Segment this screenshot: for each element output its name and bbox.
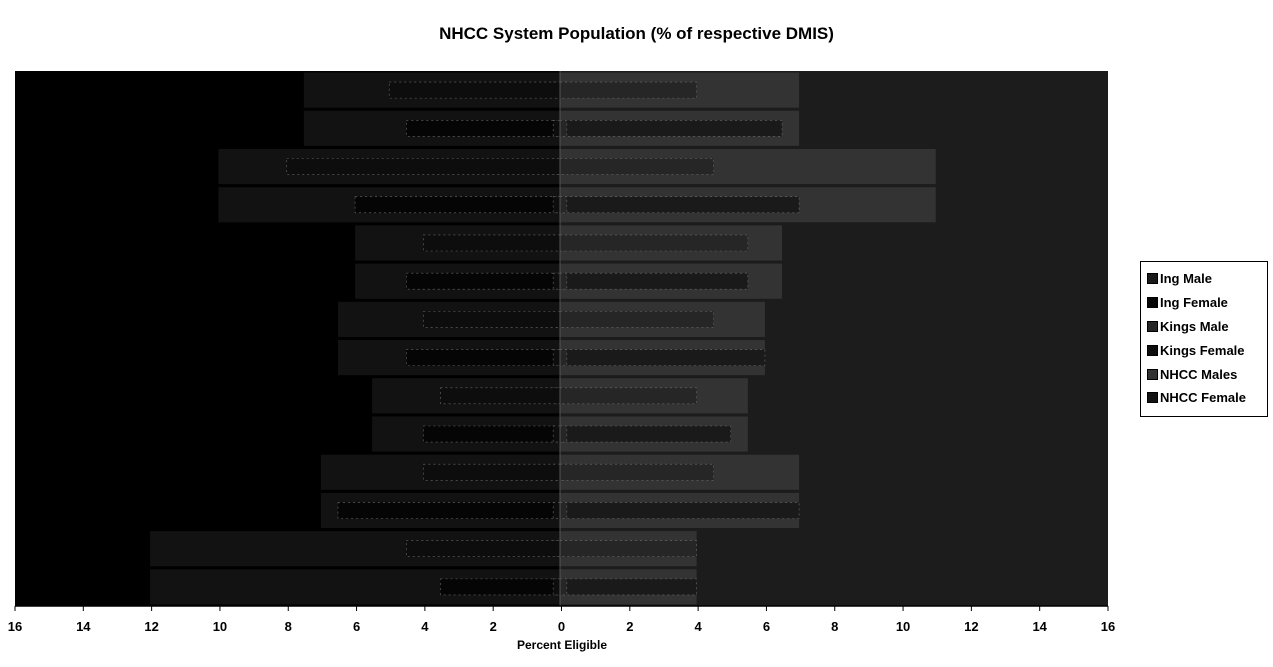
legend-label: NHCC Males bbox=[1160, 366, 1238, 382]
legend-item: Kings Female bbox=[1141, 338, 1267, 362]
x-tick-label: 16 bbox=[1101, 619, 1115, 634]
bar bbox=[559, 425, 732, 443]
bar bbox=[552, 272, 561, 290]
legend-swatch bbox=[1147, 344, 1158, 356]
bar bbox=[552, 578, 561, 596]
bar bbox=[559, 387, 697, 405]
bar bbox=[552, 119, 561, 137]
bar bbox=[559, 349, 568, 366]
x-tick-label: 12 bbox=[964, 619, 978, 634]
x-tick-label: 8 bbox=[831, 619, 838, 634]
bar bbox=[559, 425, 568, 443]
bar bbox=[286, 158, 561, 175]
legend-label: Kings Male bbox=[1160, 318, 1229, 334]
x-tick-label: 8 bbox=[285, 619, 292, 634]
bar bbox=[405, 272, 561, 290]
bar bbox=[559, 119, 568, 137]
legend-item: Ing Female bbox=[1141, 291, 1267, 315]
legend-label: NHCC Female bbox=[1160, 390, 1246, 406]
bar bbox=[559, 234, 749, 252]
legend: Ing Male Ing Female Kings Male Kings Fem… bbox=[1140, 261, 1268, 417]
legend-label: Kings Female bbox=[1160, 342, 1245, 358]
bar bbox=[423, 234, 561, 252]
legend-item: Kings Male bbox=[1141, 315, 1267, 339]
chart-title: NHCC System Population (% of respective … bbox=[439, 24, 834, 43]
legend-swatch bbox=[1147, 368, 1158, 380]
bar bbox=[423, 425, 561, 443]
x-tick-label: 2 bbox=[626, 619, 633, 634]
bar bbox=[405, 119, 561, 137]
x-tick-label: 6 bbox=[353, 619, 360, 634]
x-tick-label: 14 bbox=[76, 619, 91, 634]
bar bbox=[559, 311, 715, 328]
x-tick-label: 10 bbox=[213, 619, 227, 634]
bar bbox=[337, 502, 561, 519]
legend-label: Ing Male bbox=[1160, 271, 1213, 287]
legend-item: NHCC Female bbox=[1141, 386, 1267, 410]
bar bbox=[552, 196, 561, 214]
x-tick-label: 10 bbox=[896, 619, 910, 634]
bar bbox=[423, 311, 561, 328]
bar bbox=[559, 578, 697, 596]
x-tick-label: 14 bbox=[1032, 619, 1047, 634]
bar bbox=[559, 196, 800, 214]
x-tick-label: 6 bbox=[763, 619, 770, 634]
bar bbox=[388, 81, 561, 99]
bars-layer bbox=[150, 72, 936, 605]
legend-item: NHCC Males bbox=[1141, 362, 1267, 386]
legend-swatch bbox=[1147, 392, 1158, 404]
x-tick-label: 4 bbox=[695, 619, 703, 634]
bar bbox=[559, 578, 568, 596]
x-axis-label: Percent Eligible bbox=[516, 638, 608, 652]
bar bbox=[559, 196, 568, 214]
bar bbox=[559, 158, 715, 175]
legend-swatch bbox=[1147, 297, 1158, 309]
bar bbox=[559, 272, 749, 290]
bar bbox=[440, 578, 561, 596]
bar bbox=[559, 540, 697, 558]
legend-label: Ing Female bbox=[1160, 295, 1228, 311]
bar bbox=[559, 272, 568, 290]
bar bbox=[559, 502, 568, 519]
bar bbox=[405, 540, 561, 558]
x-tick-label: 0 bbox=[558, 619, 565, 634]
legend-swatch bbox=[1147, 273, 1158, 285]
bar bbox=[559, 349, 766, 366]
bar bbox=[405, 349, 561, 366]
x-tick-label: 16 bbox=[8, 619, 22, 634]
legend-item: Ing Male bbox=[1141, 267, 1267, 291]
bar bbox=[552, 502, 561, 519]
x-tick-label: 4 bbox=[421, 619, 429, 634]
bar bbox=[354, 196, 561, 214]
bar bbox=[559, 119, 783, 137]
bar bbox=[552, 425, 561, 443]
bar bbox=[552, 349, 561, 366]
legend-swatch bbox=[1147, 320, 1158, 332]
x-tick-label: 12 bbox=[144, 619, 158, 634]
bar bbox=[559, 81, 697, 99]
bar bbox=[559, 502, 800, 519]
bar bbox=[423, 463, 561, 481]
x-ticks: 16 14 12 10 8 6 4 2 0 2 4 6 8 10 12 14 16 bbox=[8, 606, 1115, 634]
bar bbox=[440, 387, 561, 405]
x-tick-label: 2 bbox=[490, 619, 497, 634]
bar bbox=[559, 463, 715, 481]
